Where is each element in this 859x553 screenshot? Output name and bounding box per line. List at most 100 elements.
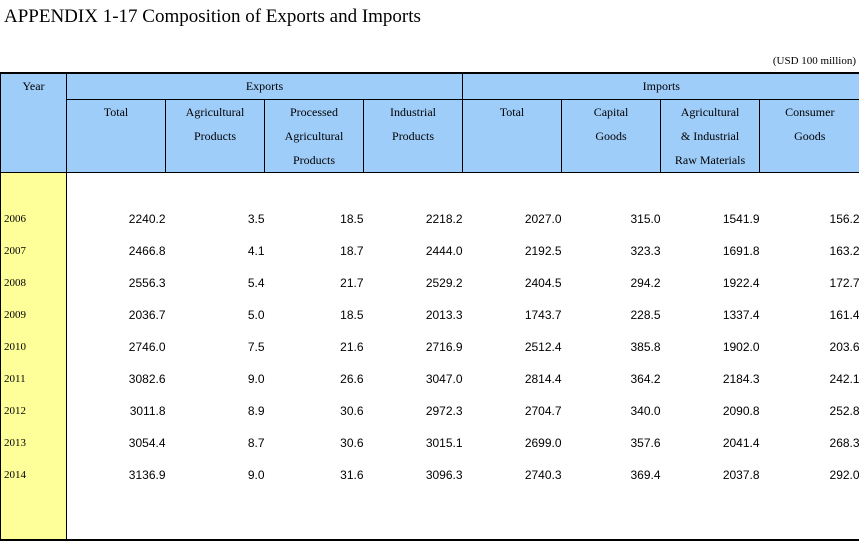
year-cell: 2012	[0, 395, 67, 427]
value-cell: 30.6	[340, 436, 364, 450]
imports-col-0-header: Total	[462, 99, 562, 173]
value-cell: 3054.4	[128, 436, 166, 450]
value-cell: 2240.2	[128, 212, 166, 226]
exports-col-0-header-line: Total	[103, 105, 129, 119]
exports-col-2-header-line: Processed	[290, 105, 338, 119]
value-cell: 1541.9	[722, 212, 760, 226]
value-cell: 9.0	[247, 468, 265, 482]
value-cell: 2027.0	[524, 212, 562, 226]
value-cell: 2699.0	[524, 436, 562, 450]
exports-col-1-header-line: Products	[194, 129, 236, 143]
imports-col-2-header-line: & Industrial	[680, 129, 740, 143]
exports-col-2-header-line: Products	[293, 153, 335, 167]
year-cell: 2010	[0, 331, 67, 363]
year-cell: 2011	[0, 363, 67, 395]
imports-col-1-header-line: Goods	[595, 129, 627, 143]
value-cell: 2740.3	[524, 468, 562, 482]
exports-col-3-header: Industrial Products	[362, 99, 463, 173]
exports-col-0-header: Total	[66, 99, 166, 173]
value-cell: 2184.3	[722, 372, 760, 386]
value-cell: 26.6	[340, 372, 364, 386]
value-cell: 3047.0	[425, 372, 463, 386]
value-cell: 4.1	[247, 244, 265, 258]
exports-col-2-header-line: Agricultural	[284, 129, 344, 143]
value-cell: 31.6	[340, 468, 364, 482]
value-cell: 1902.0	[722, 340, 760, 354]
value-cell: 2529.2	[425, 276, 463, 290]
value-cell: 3082.6	[128, 372, 166, 386]
value-cell: 156.2	[829, 212, 859, 226]
value-cell: 161.4	[829, 308, 859, 322]
value-cell: 2404.5	[524, 276, 562, 290]
value-cell: 3096.3	[425, 468, 463, 482]
value-cell: 5.0	[247, 308, 265, 322]
value-cell: 2512.4	[524, 340, 562, 354]
unit-label: (USD 100 million)	[772, 55, 856, 67]
table-row: 2010 2746.0 7.5 21.6 2716.9 2512.4 385.8 1902.0…	[0, 331, 859, 363]
value-cell: 21.6	[340, 340, 364, 354]
table-row: 2009 2036.7 5.0 18.5 2013.3 1743.7 228.5 1337.4…	[0, 299, 859, 331]
imports-group-header: Imports	[462, 73, 859, 100]
exports-col-1-header: Agricultural Products	[165, 99, 265, 173]
year-cell: 2008	[0, 267, 67, 299]
imports-col-3-header: Consumer Goods	[759, 99, 859, 173]
table-row: 2014 3136.9 9.0 31.6 3096.3 2740.3 369.4 2037.8…	[0, 459, 859, 491]
imports-col-3-header-line: Goods	[794, 129, 826, 143]
value-cell: 315.0	[630, 212, 661, 226]
value-cell: 323.3	[630, 244, 661, 258]
value-cell: 2444.0	[425, 244, 463, 258]
value-cell: 385.8	[630, 340, 661, 354]
value-cell: 1337.4	[722, 308, 760, 322]
value-cell: 2704.7	[524, 404, 562, 418]
table-row: 2013 3054.4 8.7 30.6 3015.1 2699.0 357.6 2041.4…	[0, 427, 859, 459]
value-cell: 2716.9	[425, 340, 463, 354]
value-cell: 2556.3	[128, 276, 166, 290]
imports-col-2-header-line: Raw Materials	[674, 153, 746, 167]
value-cell: 203.6	[829, 340, 859, 354]
year-cell-spacer	[0, 172, 67, 203]
value-cell: 21.7	[340, 276, 364, 290]
imports-col-1-header-line: Capital	[593, 105, 629, 119]
value-cell: 294.2	[630, 276, 661, 290]
value-cell: 268.3	[829, 436, 859, 450]
imports-col-3-header-line: Consumer	[785, 105, 835, 119]
value-cell: 1691.8	[722, 244, 760, 258]
value-cell: 2814.4	[524, 372, 562, 386]
table-row: 2006 2240.2 3.5 18.5 2218.2 2027.0 315.0 1541.9…	[0, 203, 859, 235]
value-cell: 3015.1	[425, 436, 463, 450]
value-cell: 18.5	[340, 308, 364, 322]
page-title: APPENDIX 1-17 Composition of Exports and…	[4, 6, 421, 27]
value-cell: 364.2	[630, 372, 661, 386]
value-cell: 7.5	[247, 340, 265, 354]
value-cell: 228.5	[630, 308, 661, 322]
imports-col-1-header: Capital Goods	[561, 99, 661, 173]
value-cell: 2013.3	[425, 308, 463, 322]
exports-col-3-header-line: Products	[392, 129, 435, 143]
value-cell: 3136.9	[128, 468, 166, 482]
exports-col-3-header-line: Industrial	[390, 105, 437, 119]
value-cell: 163.2	[829, 244, 859, 258]
value-cell: 2036.7	[128, 308, 166, 322]
value-cell: 3011.8	[129, 404, 166, 418]
value-cell: 9.0	[247, 372, 265, 386]
value-cell: 2090.8	[722, 404, 760, 418]
value-cell: 8.9	[247, 404, 265, 418]
table-row: 2012 3011.8 8.9 30.6 2972.3 2704.7 340.0 2090.8…	[0, 395, 859, 427]
table-row: 2008 2556.3 5.4 21.7 2529.2 2404.5 294.2 1922.4…	[0, 267, 859, 299]
value-cell: 18.5	[340, 212, 364, 226]
value-cell: 292.0	[829, 468, 859, 482]
year-cell: 2006	[0, 203, 67, 235]
imports-col-0-header-line: Total	[499, 105, 525, 119]
exports-col-2-header: Processed Agricultural Products	[264, 99, 364, 173]
value-cell: 5.4	[247, 276, 265, 290]
value-cell: 2218.2	[425, 212, 463, 226]
value-cell: 242.1	[829, 372, 859, 386]
year-cell: 2013	[0, 427, 67, 459]
imports-col-2-header-line: Agricultural	[680, 105, 740, 119]
value-cell: 1743.7	[524, 308, 562, 322]
year-cell: 2009	[0, 299, 67, 331]
value-cell: 340.0	[630, 404, 661, 418]
value-cell: 357.6	[630, 436, 661, 450]
value-cell: 8.7	[247, 436, 265, 450]
value-cell: 2041.4	[722, 436, 760, 450]
